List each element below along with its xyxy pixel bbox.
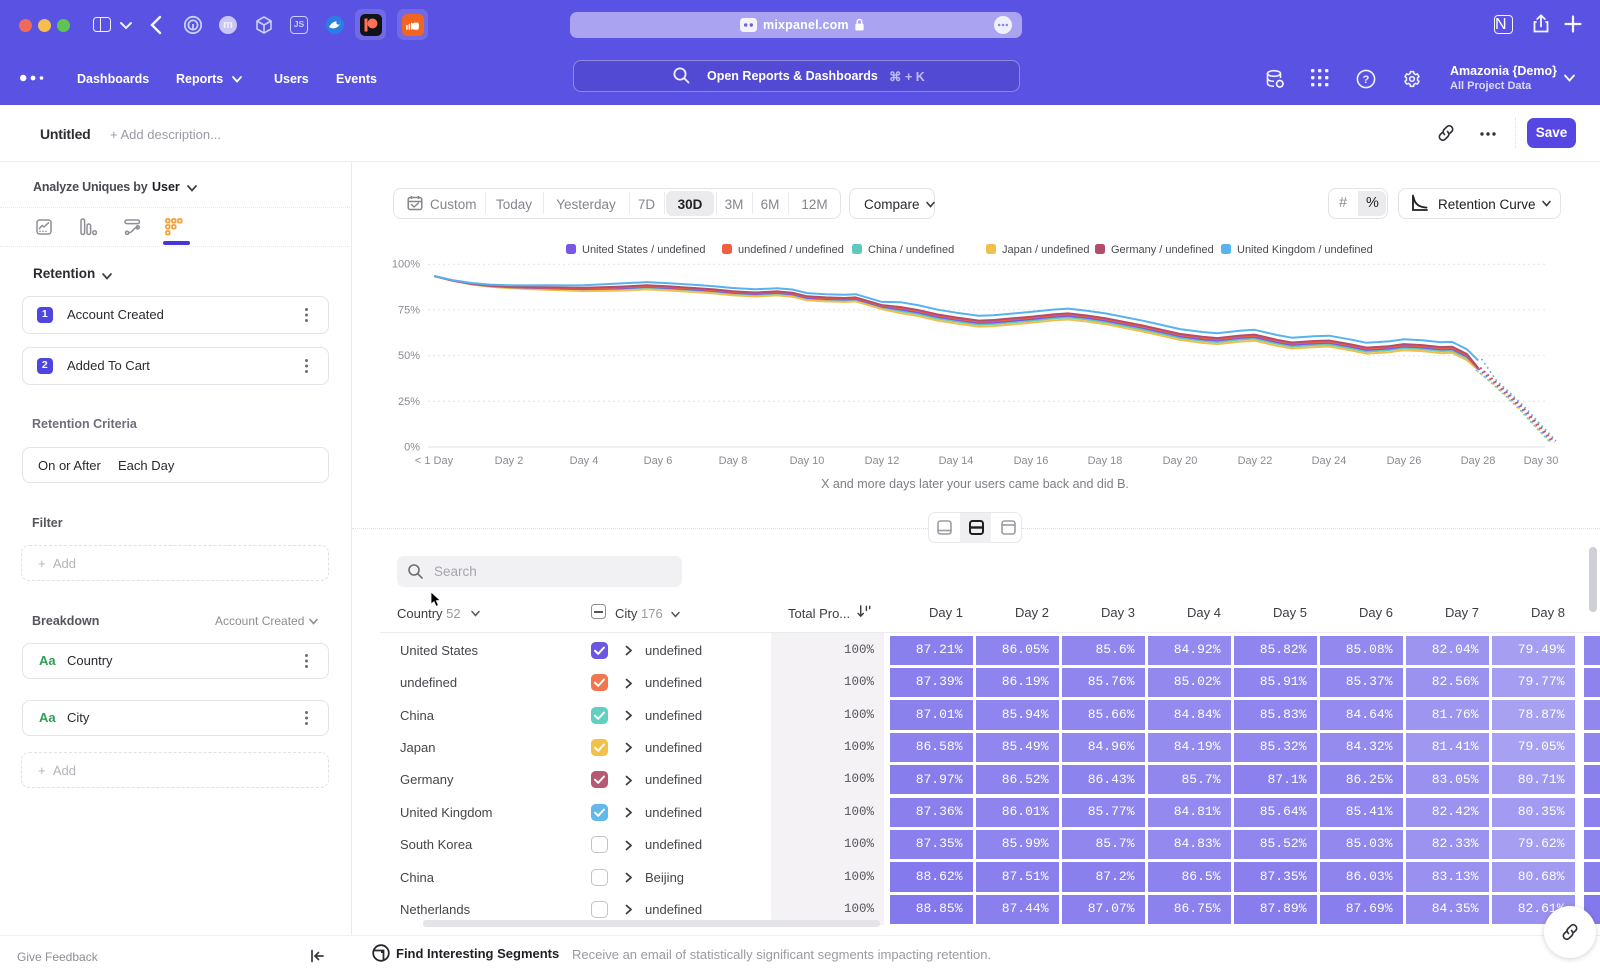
svg-text:Day 16: Day 16: [1014, 455, 1049, 467]
svg-text:75%: 75%: [398, 304, 420, 316]
svg-text:Day 24: Day 24: [1312, 455, 1347, 467]
svg-text:Day 2: Day 2: [495, 455, 524, 467]
svg-text:?: ?: [1363, 74, 1370, 86]
svg-text:Germany / undefined: Germany / undefined: [1111, 244, 1214, 256]
svg-text:United States / undefined: United States / undefined: [582, 244, 706, 256]
svg-text:Day 12: Day 12: [865, 455, 900, 467]
svg-text:Day 18: Day 18: [1088, 455, 1123, 467]
svg-text:X and more days later your use: X and more days later your users came ba…: [821, 477, 1129, 491]
svg-text:Day 30: Day 30: [1524, 455, 1559, 467]
svg-text:Day 4: Day 4: [570, 455, 599, 467]
svg-text:Day 8: Day 8: [719, 455, 748, 467]
svg-text:Day 14: Day 14: [939, 455, 974, 467]
svg-text:Japan / undefined: Japan / undefined: [1002, 244, 1089, 256]
svg-text:< 1 Day: < 1 Day: [415, 455, 454, 467]
svg-text:50%: 50%: [398, 350, 420, 362]
svg-text:Day 28: Day 28: [1461, 455, 1496, 467]
svg-text:Day 20: Day 20: [1163, 455, 1198, 467]
svg-text:0%: 0%: [404, 442, 420, 454]
svg-text:undefined / undefined: undefined / undefined: [738, 244, 844, 256]
svg-text:Day 22: Day 22: [1238, 455, 1273, 467]
svg-text:Day 6: Day 6: [644, 455, 673, 467]
svg-text:25%: 25%: [398, 396, 420, 408]
svg-text:China / undefined: China / undefined: [868, 244, 954, 256]
svg-text:Day 26: Day 26: [1387, 455, 1422, 467]
svg-text:Day 10: Day 10: [790, 455, 825, 467]
svg-text:100%: 100%: [392, 259, 420, 271]
svg-text:United Kingdom / undefined: United Kingdom / undefined: [1237, 244, 1373, 256]
